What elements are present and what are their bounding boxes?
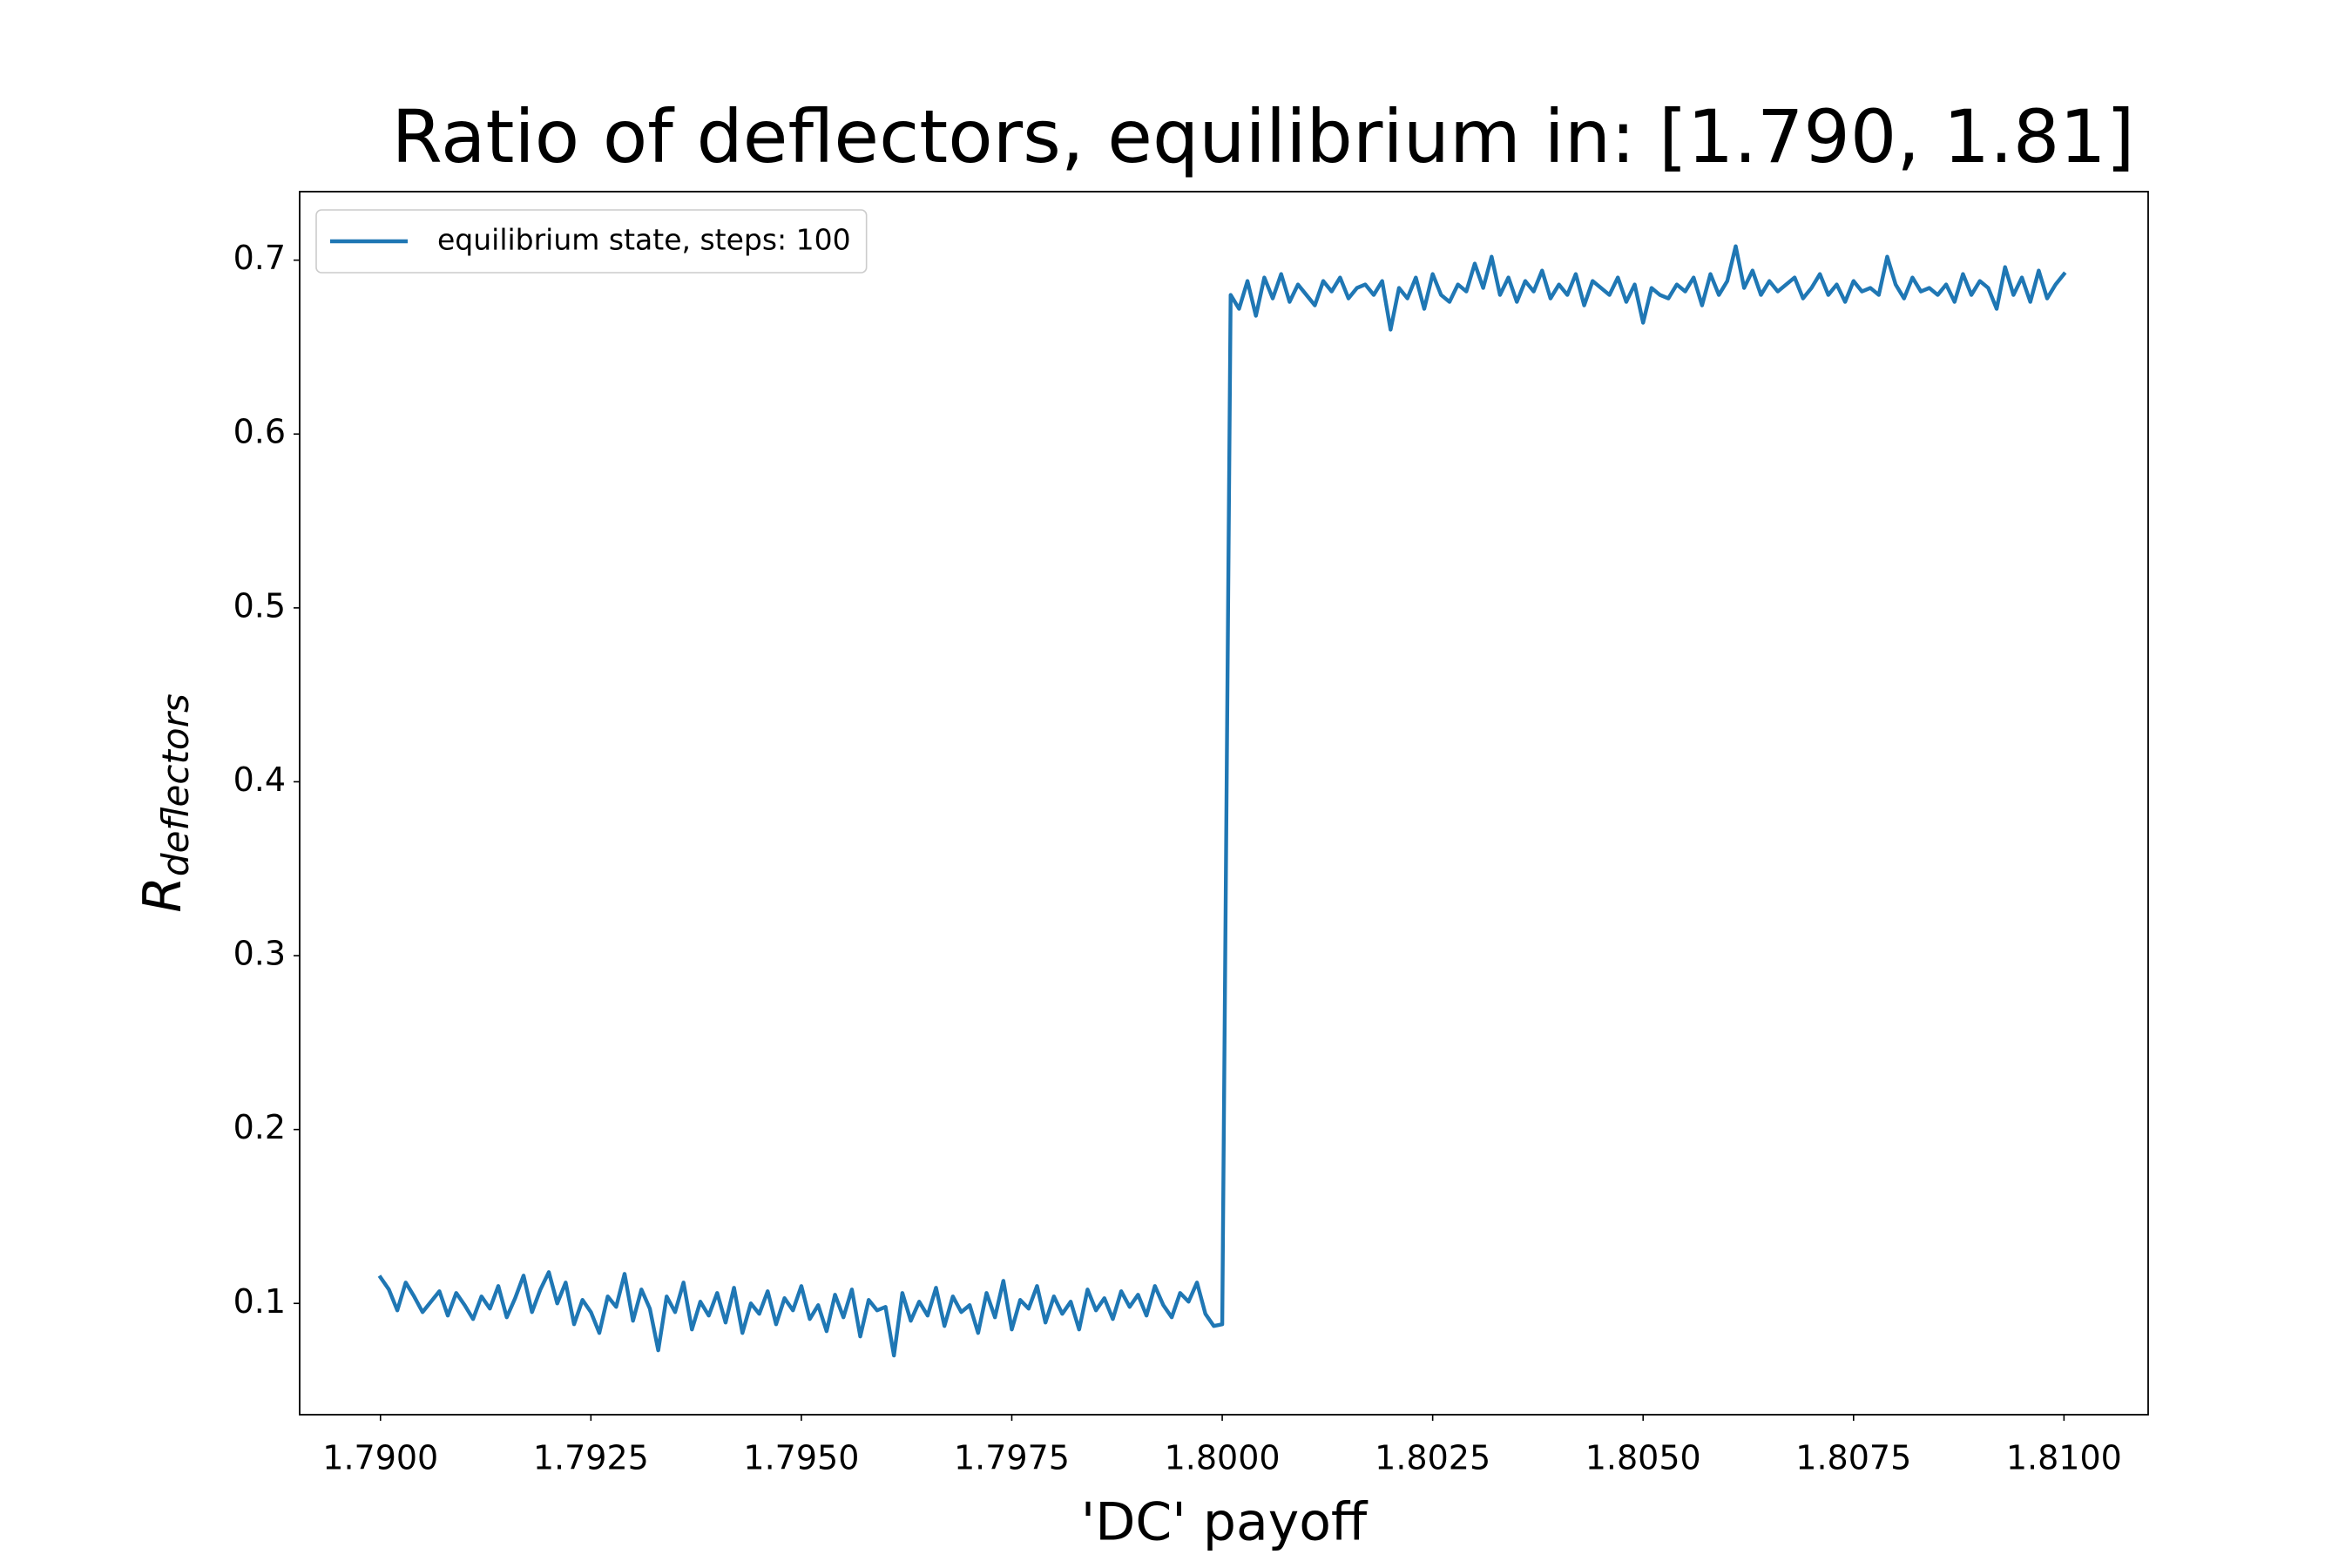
y-axis-label-main: R (132, 876, 193, 913)
x-tick-label: 1.8100 (2006, 1439, 2122, 1477)
y-tick-label: 0.3 (233, 935, 286, 973)
x-tick-label: 1.7925 (533, 1439, 649, 1477)
y-tick-label: 0.2 (233, 1108, 286, 1146)
x-tick-label: 1.8050 (1585, 1439, 1701, 1477)
y-tick-label: 0.7 (233, 239, 286, 277)
y-axis-label: Rdeflectors (132, 693, 197, 913)
data-line (377, 244, 2067, 1358)
y-axis-label-subscript: deflectors (154, 693, 197, 876)
legend: equilibrium state, steps: 100 (315, 209, 868, 274)
legend-label: equilibrium state, steps: 100 (437, 223, 851, 257)
legend-box (315, 209, 868, 274)
y-tick-label: 0.4 (233, 760, 286, 799)
x-tick-label: 1.8025 (1375, 1439, 1490, 1477)
plot-frame (299, 191, 2149, 1416)
y-tick-label: 0.5 (233, 586, 286, 625)
x-tick-label: 1.8075 (1795, 1439, 1911, 1477)
x-tick-label: 1.8000 (1165, 1439, 1281, 1477)
x-tick-label: 1.7900 (322, 1439, 438, 1477)
chart-title: Ratio of deflectors, equilibrium in: [1.… (391, 94, 2134, 179)
x-axis-label: 'DC' payoff (1081, 1492, 1369, 1553)
x-tick-label: 1.7975 (954, 1439, 1070, 1477)
x-tick-label: 1.7950 (743, 1439, 859, 1477)
y-tick-label: 0.1 (233, 1282, 286, 1321)
y-tick-label: 0.6 (233, 413, 286, 451)
